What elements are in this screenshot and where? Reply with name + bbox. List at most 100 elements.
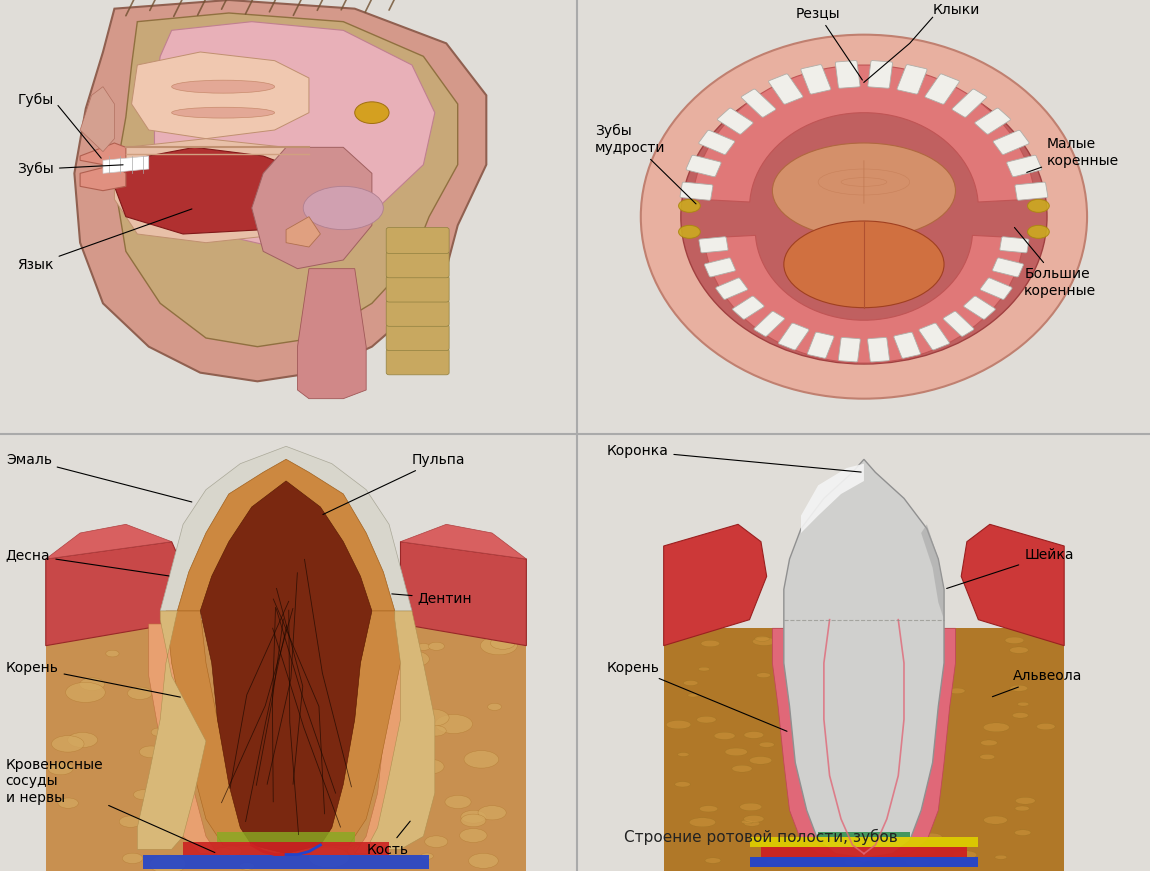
Ellipse shape	[151, 728, 168, 737]
FancyBboxPatch shape	[838, 337, 860, 362]
Ellipse shape	[52, 736, 84, 752]
Ellipse shape	[754, 637, 769, 641]
FancyBboxPatch shape	[687, 155, 721, 177]
Ellipse shape	[683, 680, 698, 685]
Polygon shape	[166, 611, 252, 845]
Ellipse shape	[856, 854, 875, 861]
Ellipse shape	[239, 862, 254, 870]
Text: Шейка: Шейка	[946, 548, 1074, 589]
FancyBboxPatch shape	[925, 74, 959, 105]
Ellipse shape	[678, 226, 700, 239]
Polygon shape	[400, 542, 527, 645]
Ellipse shape	[677, 753, 689, 756]
Polygon shape	[115, 138, 321, 243]
Polygon shape	[773, 628, 956, 862]
Ellipse shape	[980, 754, 995, 760]
Ellipse shape	[750, 757, 772, 764]
Text: Кость: Кость	[366, 821, 411, 857]
FancyBboxPatch shape	[699, 237, 728, 253]
Ellipse shape	[354, 844, 376, 855]
Polygon shape	[154, 22, 435, 247]
FancyBboxPatch shape	[919, 323, 950, 350]
Ellipse shape	[899, 855, 914, 861]
Ellipse shape	[744, 815, 764, 822]
Ellipse shape	[1015, 806, 1029, 811]
FancyBboxPatch shape	[999, 237, 1029, 253]
Ellipse shape	[414, 695, 430, 703]
FancyBboxPatch shape	[742, 89, 776, 118]
FancyBboxPatch shape	[868, 61, 892, 88]
FancyBboxPatch shape	[867, 337, 890, 362]
Polygon shape	[160, 446, 412, 611]
Text: Язык: Язык	[17, 209, 192, 272]
Ellipse shape	[1012, 712, 1028, 718]
Ellipse shape	[724, 748, 748, 756]
Ellipse shape	[675, 781, 690, 787]
Ellipse shape	[856, 232, 873, 253]
FancyBboxPatch shape	[800, 64, 830, 94]
Polygon shape	[286, 217, 321, 247]
Ellipse shape	[681, 70, 1046, 364]
Ellipse shape	[308, 847, 350, 868]
Ellipse shape	[1010, 647, 1028, 653]
Ellipse shape	[731, 766, 752, 772]
Polygon shape	[81, 87, 115, 152]
Polygon shape	[200, 481, 371, 854]
Polygon shape	[115, 147, 309, 234]
Ellipse shape	[1028, 199, 1049, 213]
Polygon shape	[131, 52, 309, 138]
Ellipse shape	[120, 816, 141, 827]
FancyBboxPatch shape	[386, 252, 450, 278]
Ellipse shape	[304, 186, 383, 230]
Ellipse shape	[398, 651, 429, 667]
Text: Малые
коренные: Малые коренные	[1027, 138, 1119, 172]
Ellipse shape	[859, 852, 871, 855]
Ellipse shape	[79, 678, 105, 691]
Polygon shape	[750, 837, 979, 847]
Ellipse shape	[844, 859, 864, 866]
Polygon shape	[137, 611, 206, 849]
Polygon shape	[46, 542, 183, 645]
Polygon shape	[818, 832, 910, 837]
Ellipse shape	[415, 709, 450, 726]
Ellipse shape	[461, 810, 486, 823]
Ellipse shape	[1018, 702, 1029, 706]
FancyBboxPatch shape	[680, 182, 713, 200]
Ellipse shape	[409, 738, 435, 751]
Ellipse shape	[414, 760, 444, 774]
Ellipse shape	[688, 693, 698, 697]
Ellipse shape	[784, 221, 944, 307]
Polygon shape	[664, 628, 1064, 871]
Ellipse shape	[953, 851, 976, 859]
FancyBboxPatch shape	[386, 348, 450, 375]
Ellipse shape	[913, 847, 935, 855]
Ellipse shape	[766, 860, 781, 864]
Polygon shape	[148, 624, 217, 854]
Ellipse shape	[698, 667, 710, 671]
Polygon shape	[750, 857, 979, 867]
Polygon shape	[46, 524, 171, 559]
Ellipse shape	[744, 732, 764, 739]
Polygon shape	[354, 624, 423, 854]
Ellipse shape	[705, 858, 721, 863]
Ellipse shape	[460, 828, 488, 842]
Ellipse shape	[171, 80, 275, 93]
FancyBboxPatch shape	[779, 323, 808, 350]
Ellipse shape	[702, 640, 720, 646]
Text: Пульпа: Пульпа	[323, 453, 466, 515]
Ellipse shape	[491, 637, 515, 649]
Ellipse shape	[1014, 830, 1030, 835]
Ellipse shape	[408, 663, 422, 670]
Polygon shape	[802, 463, 864, 533]
Ellipse shape	[689, 818, 715, 827]
Text: Кровеносные
сосуды
и нервы: Кровеносные сосуды и нервы	[6, 759, 215, 853]
Ellipse shape	[666, 720, 691, 729]
Polygon shape	[115, 13, 458, 347]
Ellipse shape	[139, 746, 162, 758]
Polygon shape	[298, 268, 366, 399]
FancyBboxPatch shape	[964, 296, 995, 320]
Text: Десна: Десна	[6, 548, 169, 576]
Ellipse shape	[488, 704, 501, 711]
Polygon shape	[961, 524, 1064, 645]
FancyBboxPatch shape	[897, 64, 927, 94]
